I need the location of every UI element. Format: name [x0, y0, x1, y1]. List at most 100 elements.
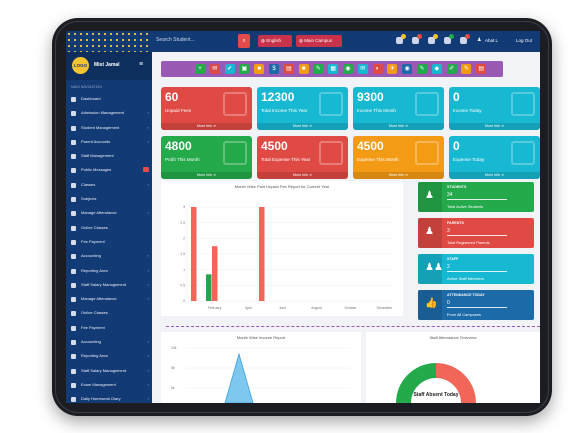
summary-card[interactable]: 0 Income Today More info ➜ [449, 87, 540, 130]
campus-select[interactable]: ◍ Main Campus [296, 35, 342, 47]
chevron-right-icon: › [147, 367, 149, 373]
sidebar-item[interactable]: Exam Management › [66, 378, 152, 392]
message-icon[interactable] [412, 37, 419, 44]
toolbar-shortcut-button[interactable]: ✈ [387, 64, 398, 74]
toolbar-shortcut-button[interactable]: ✎ [313, 64, 324, 74]
task-icon[interactable] [460, 37, 467, 44]
sidebar-item[interactable]: Subjects [66, 192, 152, 206]
nav-icon [71, 397, 76, 403]
more-info-link[interactable]: More info ➜ [257, 123, 348, 130]
sidebar-item[interactable]: Admission Management › [66, 106, 152, 120]
toolbar-shortcut-button[interactable]: ■ [298, 64, 309, 74]
toolbar-shortcut-button[interactable]: ✎ [461, 64, 472, 74]
sidebar-item[interactable]: Reporting Area › [66, 349, 152, 363]
more-info-link[interactable]: More info ➜ [449, 172, 540, 179]
sidebar-item[interactable]: Daily Homework Diary › [66, 392, 152, 403]
toolbar-shortcut-button[interactable]: ◆ [431, 64, 442, 74]
sidebar-item[interactable]: Manage Attendance › [66, 206, 152, 220]
summary-card[interactable]: 4800 Profit This Month More info ➜ [161, 136, 252, 179]
summary-card[interactable]: 12300 Total Income This Year More info ➜ [257, 87, 348, 130]
notification-icon[interactable] [444, 37, 451, 44]
sidebar-item[interactable]: Online Classes [66, 221, 152, 235]
settings-icon[interactable] [396, 37, 403, 44]
toolbar-shortcut-button[interactable]: ◐ [372, 64, 383, 74]
toolbar-shortcut-button[interactable]: ▦ [328, 64, 339, 74]
logout-link[interactable]: Log Out [516, 38, 533, 43]
sidebar-item-label: Staff Salary Management [81, 367, 127, 373]
attendance-donut [396, 363, 476, 403]
summary-card[interactable]: 60 Unpaid Fees More info ➜ [161, 87, 252, 130]
stat-panel: 👍 ATTENDANCE TODAY 0 From All Campuses [418, 290, 534, 320]
toolbar-shortcut-button[interactable]: ◉ [402, 64, 413, 74]
sidebar-item[interactable]: Dashboard [66, 92, 152, 106]
search-button[interactable]: ⌕ [238, 34, 250, 48]
toolbar-shortcut-button[interactable]: ■ [254, 64, 265, 74]
sidebar-item[interactable]: Reporting Area › [66, 264, 152, 278]
more-info-label: More info [293, 173, 308, 177]
nav-icon [71, 168, 76, 174]
summary-card[interactable]: 9300 Income This Month More info ➜ [353, 87, 444, 130]
nav-section-label: MAIN NAVIGATION [71, 85, 102, 89]
y-tick-label: 1.5 [180, 252, 185, 256]
stat-description: Total Active Students [447, 204, 484, 209]
campus-label: Main Campus [304, 38, 332, 43]
toolbar-shortcut-button[interactable]: ✐ [446, 64, 457, 74]
language-select[interactable]: ◍ English [258, 35, 292, 47]
sidebar-item[interactable]: Fee Payment [66, 235, 152, 249]
sidebar-item[interactable]: Accounting › [66, 249, 152, 263]
sidebar-item[interactable]: Student Management › [66, 121, 152, 135]
toolbar-shortcut-button[interactable]: $ [269, 64, 279, 74]
sidebar-nav: Dashboard Admission Management › Student Ma… [66, 92, 152, 403]
more-info-link[interactable]: More info ➜ [161, 123, 252, 130]
sidebar-item[interactable]: Parent Accounts › [66, 135, 152, 149]
summary-card[interactable]: 4500 Total Expense This Year More info ➜ [257, 136, 348, 179]
toolbar-shortcut-button[interactable]: ✔ [224, 64, 235, 74]
summary-card[interactable]: 0 Expense Today More info ➜ [449, 136, 540, 179]
sidebar-item[interactable]: Online Classes [66, 306, 152, 320]
sidebar-item[interactable]: Public Messages [66, 163, 152, 177]
user-menu[interactable]: Ahat L [485, 38, 499, 43]
chart-title: Month Wise Paid Unpaid Fee Report for Cu… [234, 184, 330, 189]
toolbar-shortcut-button[interactable]: ▣ [239, 64, 250, 74]
more-info-link[interactable]: More info ➜ [353, 123, 444, 130]
chevron-right-icon: › [147, 267, 149, 273]
toolbar-shortcut-button[interactable]: ✎ [417, 64, 427, 74]
sidebar-item-label: Dashboard [81, 96, 101, 101]
attendance-title: Staff Attendance Overview [429, 335, 477, 340]
x-tick-label: June [279, 306, 286, 310]
chart-bar [259, 207, 265, 301]
sidebar-item[interactable]: Manage Attendance › [66, 292, 152, 306]
nav-icon [71, 311, 76, 317]
sidebar-item[interactable]: Staff Salary Management › [66, 278, 152, 292]
sidebar-item[interactable]: Fee Payment [66, 321, 152, 335]
more-info-label: More info [389, 173, 404, 177]
sidebar-item[interactable]: Classes › [66, 178, 152, 192]
hamburger-icon[interactable]: ≡ [139, 61, 144, 68]
sidebar-item[interactable]: Accounting › [66, 335, 152, 349]
toolbar-shortcut-button[interactable]: + [195, 64, 205, 74]
toolbar-shortcut-button[interactable]: ✉ [357, 64, 368, 74]
toolbar-shortcut-button[interactable]: ▤ [283, 64, 294, 74]
sidebar-item[interactable]: Staff Management [66, 149, 152, 163]
more-info-link[interactable]: More info ➜ [353, 172, 444, 179]
mail-icon[interactable] [428, 37, 435, 44]
toolbar-shortcut-button[interactable]: ▤ [476, 64, 487, 74]
toolbar-shortcut-button[interactable]: ◉ [343, 64, 353, 74]
more-info-link[interactable]: More info ➜ [449, 123, 540, 130]
sidebar-item-label: Exam Management [81, 381, 116, 387]
toolbar-shortcut-button[interactable]: ✉ [209, 64, 220, 74]
card-decoration-icon [511, 141, 535, 165]
search-input[interactable]: Search Student... [156, 37, 195, 43]
sidebar-item[interactable]: Staff Salary Management › [66, 364, 152, 378]
more-info-link[interactable]: More info ➜ [161, 172, 252, 179]
sidebar-item-label: Fee Payment [81, 238, 105, 244]
attendance-panel: Staff Attendance Overview Staff Absent T… [366, 332, 540, 403]
more-info-label: More info [197, 124, 212, 128]
more-info-link[interactable]: More info ➜ [257, 172, 348, 179]
y-tick-label: 0.5 [180, 284, 185, 288]
chevron-right-icon: › [147, 110, 149, 116]
card-decoration-icon [415, 92, 439, 116]
stat-value: 2 [447, 264, 450, 270]
stat-description: From All Campuses [447, 312, 481, 317]
summary-card[interactable]: 4500 Expense This Month More info ➜ [353, 136, 444, 179]
